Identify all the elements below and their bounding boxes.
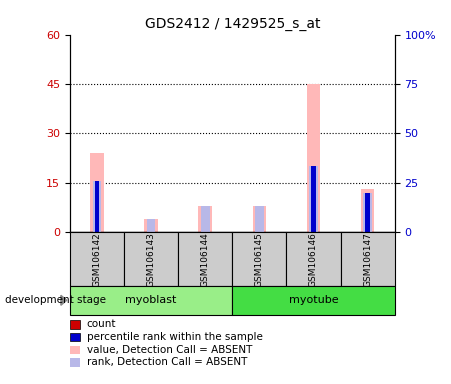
Polygon shape (61, 295, 67, 305)
Bar (341, 232, 395, 286)
Bar (309, 166, 318, 232)
Bar (365, 193, 370, 232)
Title: GDS2412 / 1429525_s_at: GDS2412 / 1429525_s_at (144, 17, 320, 31)
Text: count: count (87, 319, 116, 329)
Bar (201, 206, 210, 232)
Bar (124, 232, 178, 286)
Text: myotube: myotube (289, 295, 338, 306)
Bar (90, 153, 104, 232)
Text: GSM106144: GSM106144 (201, 232, 210, 286)
Text: GSM106142: GSM106142 (92, 232, 101, 286)
Text: GSM106143: GSM106143 (147, 232, 156, 286)
Text: myoblast: myoblast (125, 295, 177, 306)
Bar (95, 181, 99, 232)
Text: GSM106145: GSM106145 (255, 232, 264, 286)
Bar (232, 232, 286, 286)
Bar (147, 219, 156, 232)
Bar (286, 232, 341, 286)
Bar (70, 286, 232, 315)
Bar (363, 193, 372, 232)
Bar (253, 206, 266, 232)
Text: GSM106146: GSM106146 (309, 232, 318, 286)
Bar (178, 232, 232, 286)
Text: development stage: development stage (5, 295, 106, 305)
Bar (232, 286, 395, 315)
Bar (255, 206, 264, 232)
Bar (198, 206, 212, 232)
Bar (311, 166, 316, 232)
Text: value, Detection Call = ABSENT: value, Detection Call = ABSENT (87, 345, 252, 355)
Bar (144, 219, 158, 232)
Bar (70, 232, 124, 286)
Bar (361, 189, 374, 232)
Text: rank, Detection Call = ABSENT: rank, Detection Call = ABSENT (87, 358, 247, 367)
Bar (307, 84, 320, 232)
Text: percentile rank within the sample: percentile rank within the sample (87, 332, 262, 342)
Bar (92, 181, 101, 232)
Text: GSM106147: GSM106147 (363, 232, 372, 286)
